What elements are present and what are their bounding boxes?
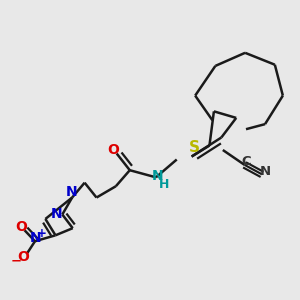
Text: +: +: [37, 227, 46, 240]
Text: N: N: [30, 231, 42, 245]
Text: O: O: [107, 143, 119, 157]
Text: N: N: [152, 169, 164, 184]
Text: N: N: [260, 165, 271, 178]
Text: O: O: [18, 250, 30, 264]
Text: H: H: [159, 178, 169, 191]
Text: O: O: [16, 220, 28, 234]
Text: S: S: [189, 140, 200, 155]
Text: C: C: [241, 155, 251, 168]
Text: N: N: [51, 207, 63, 220]
Text: N: N: [65, 184, 77, 199]
Text: −: −: [11, 255, 22, 268]
